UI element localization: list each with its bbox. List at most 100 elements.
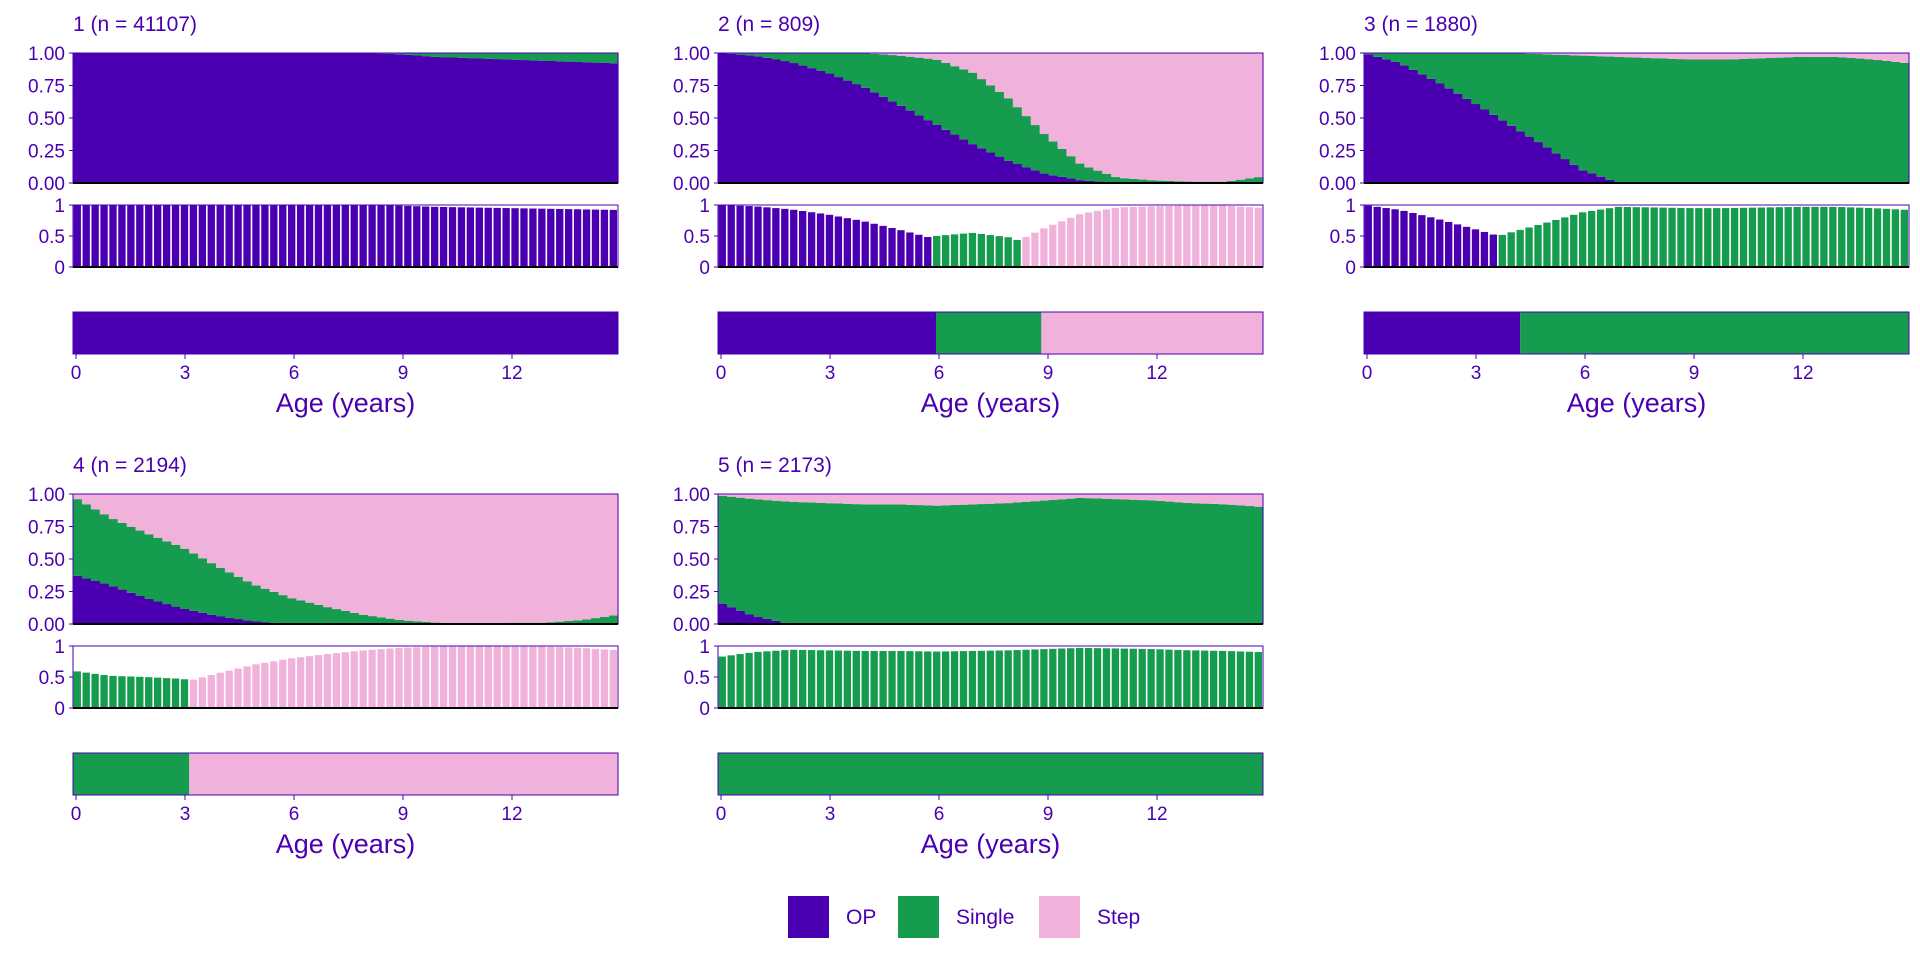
bar-single <box>1138 500 1148 624</box>
bar-step <box>341 494 351 611</box>
bar-step <box>834 494 844 504</box>
bar-op <box>91 53 101 183</box>
modal-bar-single <box>91 674 98 708</box>
modal-bar-op <box>100 205 107 267</box>
modal-bar-step <box>1049 225 1056 267</box>
bar-step <box>555 494 565 622</box>
bar-step <box>1129 53 1139 179</box>
modal-bar-single <box>862 651 869 708</box>
x-axis-label: Age (years) <box>276 829 416 859</box>
modal-bar-step <box>1246 207 1253 267</box>
modal-bar-single <box>1624 207 1631 267</box>
bar-step <box>1227 494 1237 505</box>
bar-op <box>977 148 987 183</box>
bar-step <box>1802 53 1812 57</box>
x-tick-label: 3 <box>825 804 836 825</box>
bar-single <box>243 581 253 620</box>
modal-bar-op <box>511 208 518 267</box>
bar-single <box>1382 53 1392 59</box>
bar-op <box>547 61 557 183</box>
bar-single <box>1040 134 1050 174</box>
modal-bar-single <box>1112 648 1119 708</box>
bar-single <box>573 53 583 62</box>
x-tick-label: 12 <box>1792 363 1813 384</box>
bar-step <box>1174 494 1184 502</box>
modal-bar-single <box>1040 649 1047 708</box>
bar-step <box>986 494 996 504</box>
bar-single <box>1084 498 1094 624</box>
top-y-tick-label: 0.50 <box>673 550 710 571</box>
modal-bar-op <box>172 205 179 267</box>
x-tick-label: 9 <box>398 363 409 384</box>
modal-bar-single <box>1255 652 1262 708</box>
bar-op <box>144 53 154 183</box>
bar-step <box>493 494 503 623</box>
modal-bar-step <box>574 648 581 708</box>
bar-op <box>1525 137 1535 183</box>
bar-step <box>1084 494 1094 498</box>
bar-single <box>807 503 817 624</box>
bar-single <box>1704 60 1714 184</box>
bar-op <box>225 53 235 183</box>
bar-single <box>234 577 244 619</box>
modal-bar-step <box>529 647 536 708</box>
modal-bar-op <box>879 226 886 267</box>
bar-step <box>772 494 782 501</box>
modal-bar-step <box>601 649 608 708</box>
bar-step <box>923 494 933 505</box>
bar-op <box>555 61 565 183</box>
modal-bar-op <box>118 205 125 267</box>
modal-bar-single <box>763 651 770 708</box>
bar-single <box>270 592 280 623</box>
bar-single <box>1120 499 1130 624</box>
modal-bar-op <box>234 205 241 267</box>
bar-single <box>986 504 996 624</box>
bar-single <box>1013 502 1023 624</box>
modal-bar-op <box>924 237 931 267</box>
top-y-tick-label: 0.25 <box>673 583 710 604</box>
bar-op <box>73 53 83 183</box>
bar-op <box>91 581 101 624</box>
modal-bar-op <box>145 205 152 267</box>
bar-single <box>350 613 360 624</box>
bar-step <box>807 494 817 503</box>
modal-bar-op <box>1391 209 1398 267</box>
bar-step <box>207 494 217 563</box>
modal-bar-single <box>1695 208 1702 267</box>
bar-single <box>296 600 306 624</box>
bar-step <box>252 494 262 586</box>
modal-bar-step <box>190 680 197 708</box>
bar-single <box>609 53 619 63</box>
modal-bar-single <box>1740 208 1747 267</box>
bar-step <box>798 494 808 502</box>
modal-bar-op <box>485 208 492 267</box>
bar-single <box>1829 57 1839 183</box>
modal-bar-op <box>225 205 232 267</box>
bar-single <box>1489 53 1499 115</box>
top-y-tick-label: 0.00 <box>1319 174 1356 195</box>
modal-bar-single <box>1237 651 1244 708</box>
modal-bar-single <box>817 650 824 708</box>
modal-bar-op <box>351 205 358 267</box>
bar-op <box>789 63 799 183</box>
modal-bar-op <box>719 205 726 267</box>
bar-op <box>189 53 199 183</box>
bar-op <box>923 120 933 183</box>
bar-op <box>745 614 755 624</box>
bar-step <box>1695 53 1705 60</box>
modal-bar-step <box>377 649 384 708</box>
modal-bar-single <box>781 650 788 708</box>
modal-bar-op <box>467 207 474 267</box>
state-distribution-plot <box>718 494 1264 624</box>
bar-single <box>879 54 889 96</box>
modal-bar-op <box>1382 208 1389 267</box>
bar-step <box>861 494 871 504</box>
top-y-tick-label: 0.75 <box>673 77 710 98</box>
modal-bar-single <box>772 651 779 708</box>
bar-op <box>216 53 226 183</box>
bar-single <box>1846 58 1856 183</box>
bar-single <box>609 616 619 624</box>
bar-op <box>243 53 253 183</box>
bar-op <box>986 152 996 183</box>
bar-step <box>484 494 494 623</box>
